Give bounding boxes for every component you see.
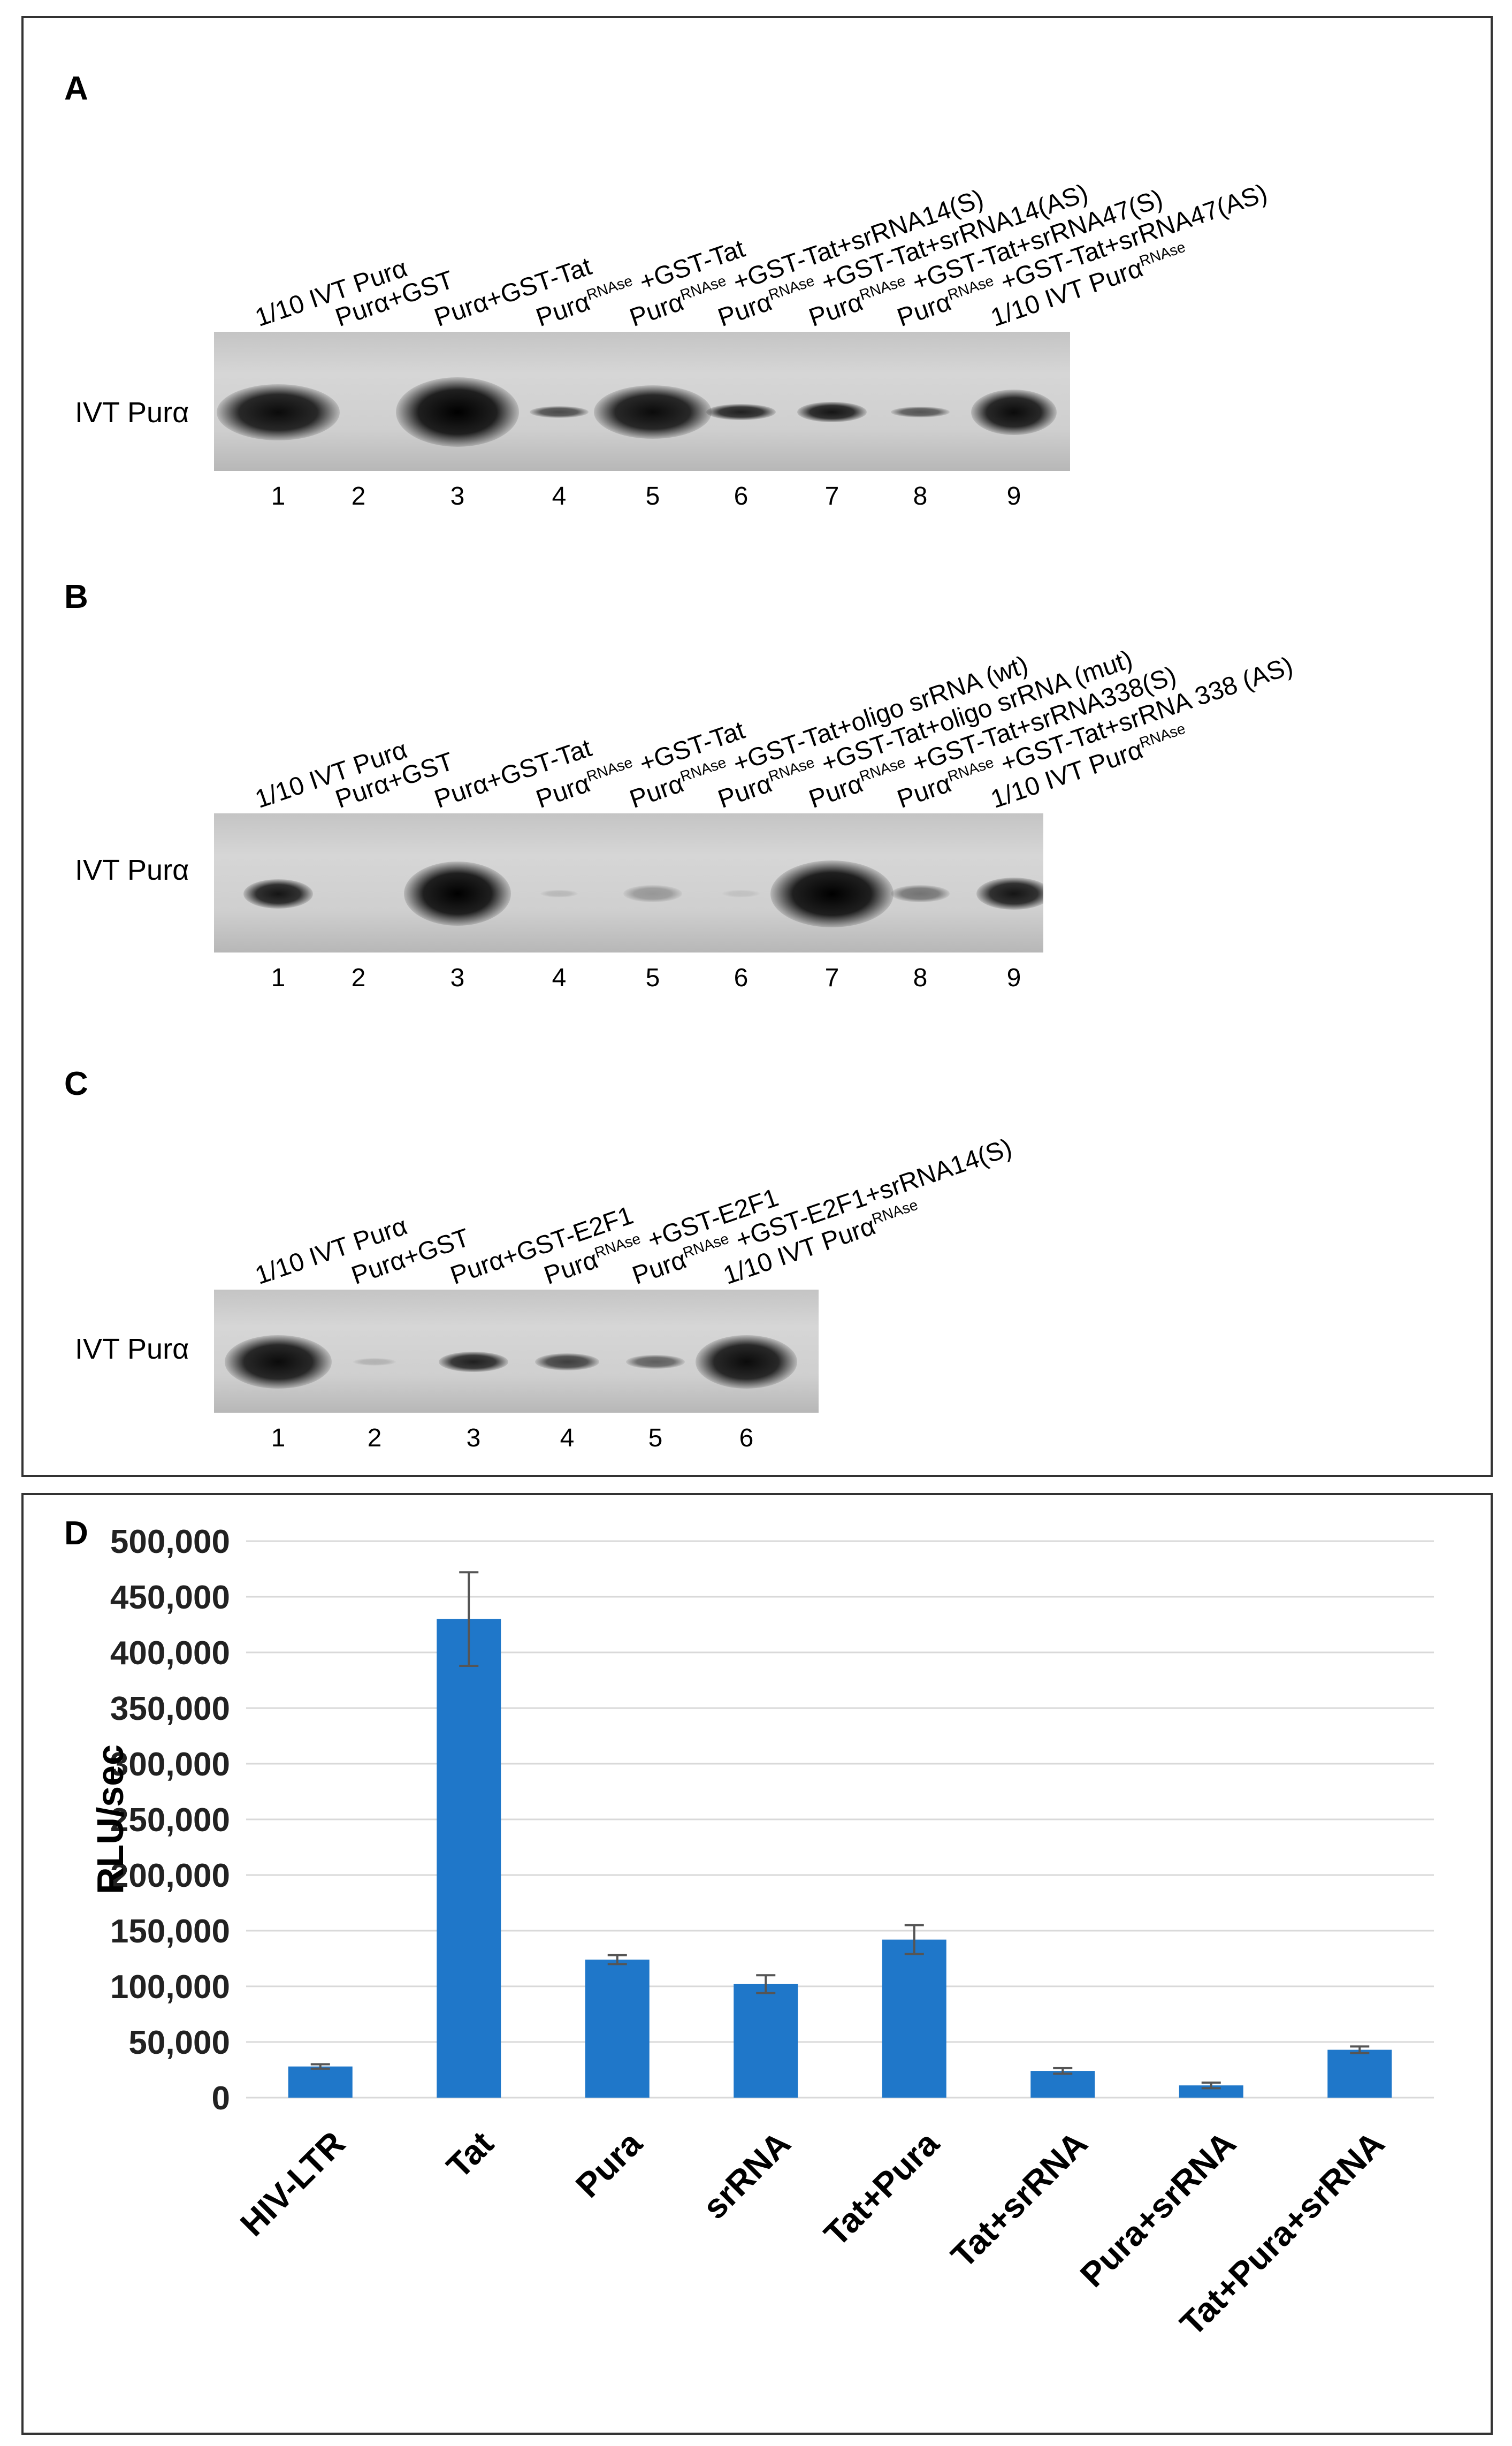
gel-band [770, 860, 894, 927]
lane-number: 7 [824, 482, 839, 510]
gel-band [217, 384, 340, 440]
x-tick-label: Tat+Pura [816, 2124, 946, 2254]
lane-number: 2 [351, 964, 366, 992]
panel-d-letter: D [64, 1515, 88, 1552]
lane-number: 2 [367, 1424, 382, 1452]
bar [585, 1960, 650, 2098]
y-tick-label: 150,000 [110, 1913, 230, 1950]
gel-band [891, 885, 950, 902]
gel-band [976, 878, 1043, 910]
bar-chart-svg: 0 50,000 100,000 150,000 200,000 250,000 300,0… [89, 1523, 1434, 2343]
y-tick-label: 200,000 [110, 1857, 230, 1894]
panel-a-letter: A [64, 70, 88, 107]
gel-band [540, 890, 578, 897]
lane-number: 4 [560, 1424, 575, 1452]
lane-number: 5 [645, 482, 660, 510]
panel-c-letter: C [64, 1065, 88, 1102]
x-tick-label: Pura [568, 2124, 650, 2205]
x-tick-label: Pura+srRNA [1073, 2124, 1243, 2295]
lane-number: 4 [552, 964, 567, 992]
gel-band [797, 402, 867, 422]
lane-number: 1 [271, 482, 286, 510]
panel-c-gel-label: IVT Purα [75, 1333, 189, 1365]
lane-number: 5 [648, 1424, 663, 1452]
gel-band [404, 862, 511, 926]
lane-number: 9 [1006, 964, 1021, 992]
bar [1327, 2049, 1392, 2098]
lane-number: 3 [450, 482, 465, 510]
panel-c-gel-image [214, 1290, 819, 1413]
y-tick-label: 350,000 [110, 1690, 230, 1727]
bar [1179, 2085, 1243, 2098]
lane-number: 8 [913, 482, 928, 510]
lane-number: 6 [734, 482, 749, 510]
lane-number: 3 [450, 964, 465, 992]
y-tick-label: 400,000 [110, 1635, 230, 1672]
y-tick-label: 50,000 [128, 2024, 230, 2061]
panel-b-letter: B [64, 578, 88, 615]
lane-number: 5 [645, 964, 660, 992]
lane-number: 6 [739, 1424, 754, 1452]
bar [288, 2066, 353, 2098]
panel-b-gel-image [214, 813, 1043, 953]
chart-panel-frame [21, 1493, 1493, 2435]
lane-number: 1 [271, 964, 286, 992]
x-tick-label: Tat [439, 2124, 501, 2185]
y-axis-label: RLU/sec [89, 1744, 131, 1894]
y-tick-label: 500,000 [110, 1523, 230, 1560]
bar [734, 1984, 798, 2098]
panel-a-gel-label: IVT Purα [75, 397, 189, 429]
bar [1030, 2071, 1095, 2098]
bar [882, 1939, 946, 2098]
lane-number: 3 [466, 1424, 481, 1452]
lane-number: 4 [552, 482, 567, 510]
y-tick-label: 0 [212, 2080, 230, 2117]
lane-number: 6 [734, 964, 749, 992]
panel-a-gel-image [214, 332, 1070, 471]
y-tick-label: 300,000 [110, 1746, 230, 1783]
x-tick-label: HIV-LTR [233, 2124, 353, 2244]
bar-chart: 0 50,000 100,000 150,000 200,000 250,000 300,0… [32, 1509, 1482, 2424]
y-tick-label: 450,000 [110, 1579, 230, 1616]
gel-band [971, 389, 1057, 435]
lane-number: 2 [351, 482, 366, 510]
gel-band [696, 1335, 797, 1389]
gel-band [530, 406, 589, 418]
gel-band [722, 890, 760, 897]
lane-number: 7 [824, 964, 839, 992]
gel-band [535, 1353, 599, 1370]
x-tick-label: srRNA [695, 2124, 798, 2227]
gel-panels-frame [21, 16, 1493, 1477]
y-tick-label: 250,000 [110, 1802, 230, 1839]
bar [437, 1619, 501, 2098]
gel-band [706, 404, 776, 420]
gel-band [225, 1335, 332, 1389]
gel-band [396, 377, 519, 447]
lane-number: 9 [1006, 482, 1021, 510]
lane-number: 1 [271, 1424, 286, 1452]
gel-band [243, 879, 313, 909]
panel-b-gel-label: IVT Purα [75, 854, 189, 886]
x-tick-label: Tat+srRNA [943, 2124, 1095, 2275]
gel-band [594, 385, 712, 439]
gel-band [626, 1355, 685, 1369]
y-tick-label: 100,000 [110, 1969, 230, 2006]
lane-number: 8 [913, 964, 928, 992]
gel-band [439, 1352, 508, 1372]
gel-band [891, 407, 950, 417]
gel-band [623, 885, 682, 902]
gel-band [353, 1358, 396, 1366]
